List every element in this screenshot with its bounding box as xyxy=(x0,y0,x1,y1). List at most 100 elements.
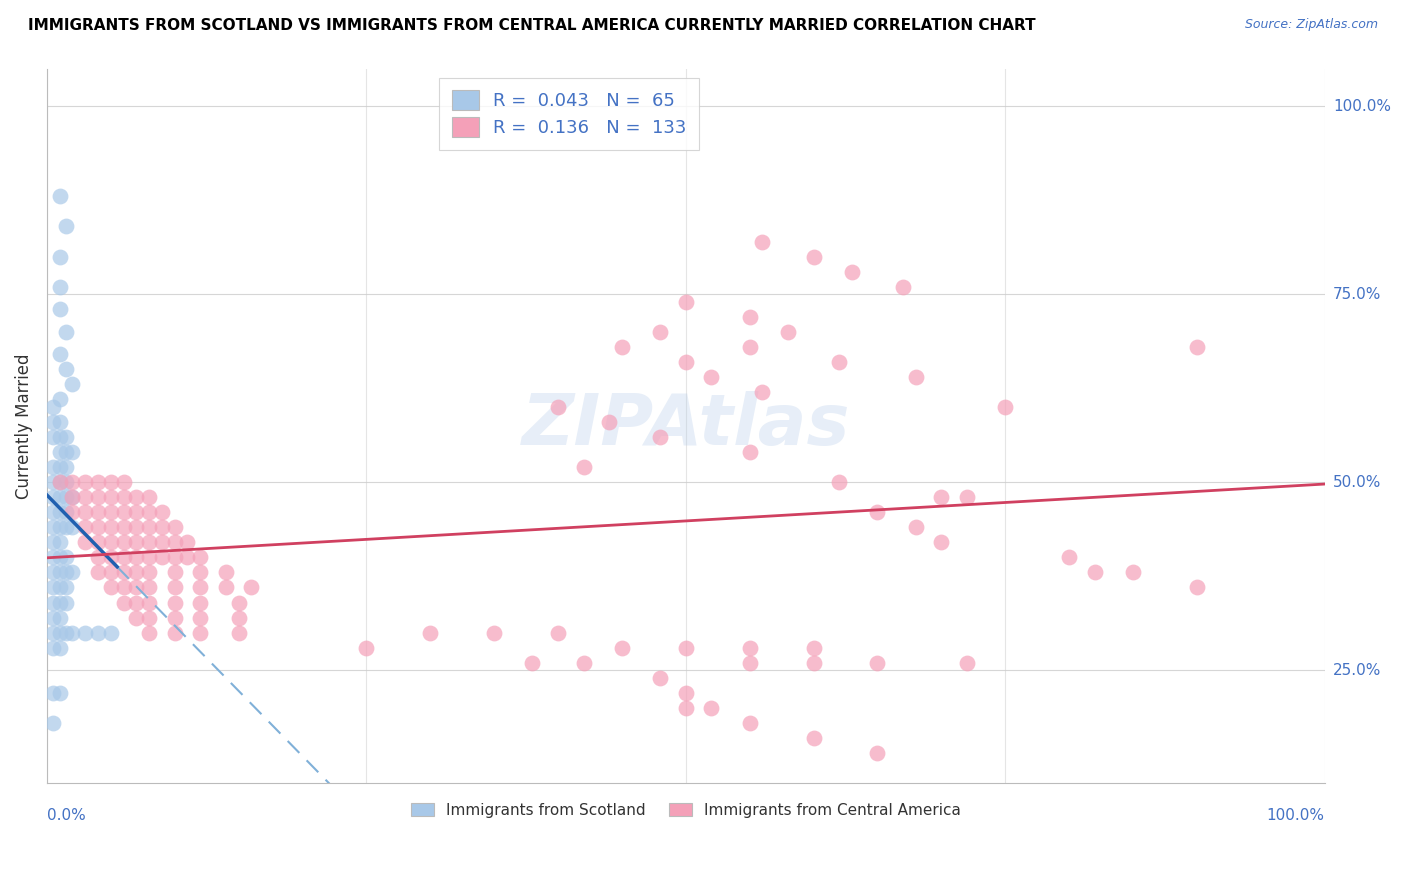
Point xyxy=(1185,340,1208,354)
Point xyxy=(751,384,773,399)
Point xyxy=(931,535,953,549)
Point xyxy=(55,550,77,565)
Point xyxy=(163,566,186,580)
Point xyxy=(48,490,70,504)
Point xyxy=(62,490,84,504)
Point xyxy=(75,475,97,490)
Point xyxy=(42,640,65,655)
Point xyxy=(55,475,77,490)
Point xyxy=(42,625,65,640)
Point xyxy=(87,505,110,519)
Point xyxy=(48,566,70,580)
Point xyxy=(240,581,263,595)
Text: 50.0%: 50.0% xyxy=(1333,475,1381,490)
Point xyxy=(42,581,65,595)
Y-axis label: Currently Married: Currently Married xyxy=(15,353,32,499)
Point xyxy=(803,656,825,670)
Point xyxy=(866,656,889,670)
Point xyxy=(125,550,148,565)
Point xyxy=(138,595,160,609)
Point xyxy=(572,460,595,475)
Point xyxy=(956,656,979,670)
Point xyxy=(803,731,825,745)
Point xyxy=(42,686,65,700)
Point xyxy=(48,415,70,429)
Point xyxy=(522,656,544,670)
Point xyxy=(55,625,77,640)
Point xyxy=(675,686,697,700)
Point xyxy=(112,520,135,534)
Point xyxy=(1122,566,1144,580)
Point xyxy=(188,581,211,595)
Point xyxy=(48,250,70,264)
Point xyxy=(547,625,569,640)
Point xyxy=(125,581,148,595)
Point xyxy=(112,505,135,519)
Point xyxy=(138,625,160,640)
Point xyxy=(675,701,697,715)
Point xyxy=(776,325,799,339)
Point xyxy=(866,505,889,519)
Point xyxy=(62,520,84,534)
Point xyxy=(55,325,77,339)
Point xyxy=(803,640,825,655)
Point xyxy=(55,505,77,519)
Point xyxy=(188,550,211,565)
Point xyxy=(150,550,173,565)
Point xyxy=(904,520,927,534)
Point xyxy=(125,566,148,580)
Point xyxy=(48,475,70,490)
Point xyxy=(75,490,97,504)
Point xyxy=(42,490,65,504)
Text: IMMIGRANTS FROM SCOTLAND VS IMMIGRANTS FROM CENTRAL AMERICA CURRENTLY MARRIED CO: IMMIGRANTS FROM SCOTLAND VS IMMIGRANTS F… xyxy=(28,18,1036,33)
Point xyxy=(163,520,186,534)
Point xyxy=(42,550,65,565)
Point xyxy=(75,520,97,534)
Point xyxy=(42,475,65,490)
Point xyxy=(48,505,70,519)
Point xyxy=(1185,581,1208,595)
Point xyxy=(176,550,198,565)
Point xyxy=(42,595,65,609)
Point xyxy=(215,581,238,595)
Point xyxy=(87,550,110,565)
Point xyxy=(547,400,569,414)
Point xyxy=(112,490,135,504)
Point xyxy=(48,520,70,534)
Point xyxy=(42,460,65,475)
Point xyxy=(650,325,672,339)
Point xyxy=(55,490,77,504)
Point xyxy=(891,279,914,293)
Point xyxy=(572,656,595,670)
Point xyxy=(62,377,84,392)
Point xyxy=(150,520,173,534)
Point xyxy=(188,610,211,624)
Point xyxy=(956,490,979,504)
Point xyxy=(42,610,65,624)
Text: 0.0%: 0.0% xyxy=(46,808,86,823)
Point xyxy=(138,610,160,624)
Point xyxy=(841,264,863,278)
Point xyxy=(228,595,250,609)
Point xyxy=(100,550,122,565)
Point xyxy=(48,189,70,203)
Point xyxy=(42,505,65,519)
Point xyxy=(42,415,65,429)
Point xyxy=(48,581,70,595)
Point xyxy=(138,550,160,565)
Legend: Immigrants from Scotland, Immigrants from Central America: Immigrants from Scotland, Immigrants fro… xyxy=(404,795,969,825)
Point xyxy=(48,460,70,475)
Point xyxy=(1057,550,1080,565)
Point xyxy=(138,505,160,519)
Point xyxy=(188,625,211,640)
Point xyxy=(48,430,70,444)
Point xyxy=(138,581,160,595)
Point xyxy=(112,535,135,549)
Point xyxy=(55,430,77,444)
Point xyxy=(138,566,160,580)
Point xyxy=(163,625,186,640)
Point xyxy=(125,520,148,534)
Point xyxy=(42,520,65,534)
Point xyxy=(163,550,186,565)
Point xyxy=(650,671,672,685)
